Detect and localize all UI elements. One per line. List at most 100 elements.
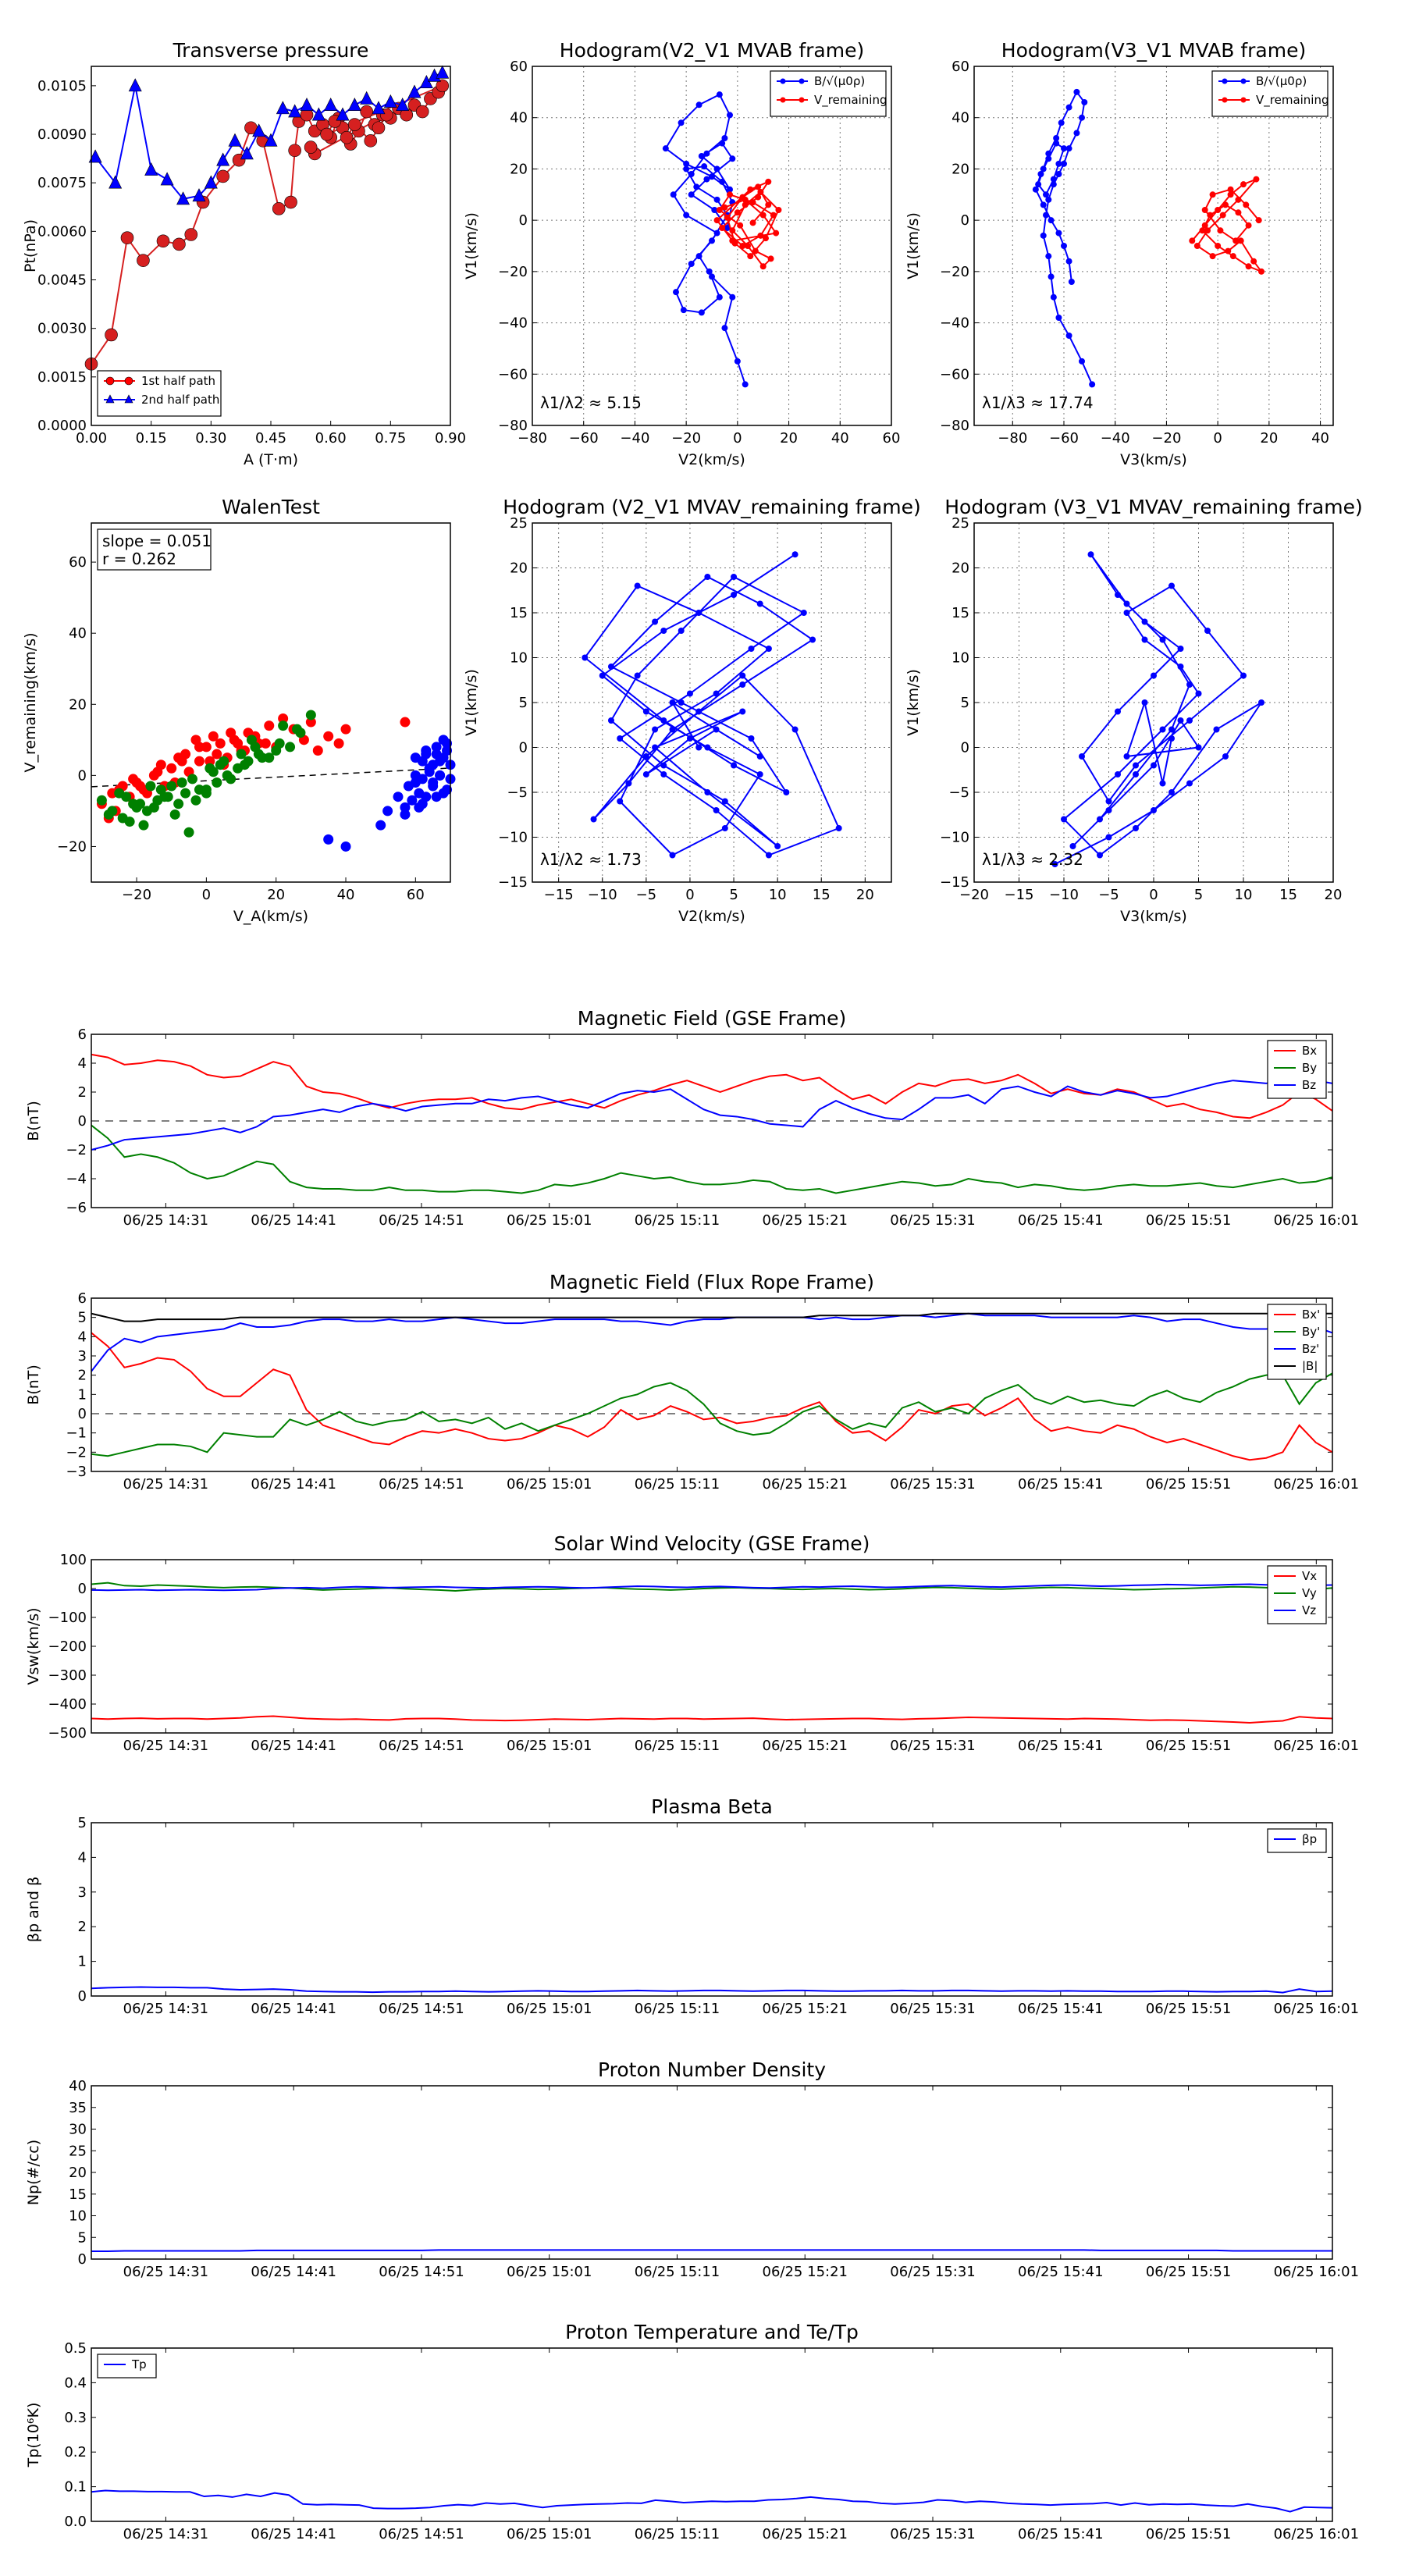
data-point: [1105, 834, 1112, 841]
data-point: [1215, 207, 1222, 213]
x-tick-label: −20: [122, 887, 151, 903]
data-point: [1058, 119, 1065, 126]
y-tick-label: 40: [510, 110, 528, 126]
data-point: [669, 726, 676, 733]
data-point: [1215, 243, 1222, 249]
proton-number-density-frame: [91, 2085, 1333, 2260]
x-tick-label: 06/25 15:51: [1146, 1212, 1231, 1229]
chart-title: Transverse pressure: [173, 39, 369, 62]
data-point: [1213, 726, 1220, 733]
data-point: [755, 194, 762, 201]
y-tick-label: 0: [78, 1988, 87, 2005]
data-point: [1177, 646, 1184, 652]
data-point: [713, 217, 720, 224]
y-tick-label: 0.5: [64, 2340, 87, 2357]
data-point: [721, 825, 728, 831]
data-point: [407, 795, 418, 806]
series-line-B-black: [91, 1312, 1332, 1322]
x-tick-label: 06/25 15:41: [1018, 2001, 1103, 2017]
data-point: [400, 809, 411, 820]
y-tick-label: 20: [69, 2165, 87, 2181]
series-line-Bz-blue: [91, 1080, 1333, 1151]
data-point: [1032, 186, 1039, 193]
data-point: [688, 191, 695, 198]
x-tick-label: 06/25 15:31: [890, 2001, 975, 2017]
data-point: [669, 699, 676, 706]
y-tick-label: 15: [69, 2186, 87, 2203]
data-point: [1037, 171, 1044, 177]
data-point: [783, 789, 790, 795]
data-point: [759, 212, 767, 219]
y-tick-label: 0.0060: [37, 223, 87, 240]
data-point: [364, 134, 378, 148]
data-point: [1222, 201, 1229, 208]
data-point: [1232, 237, 1240, 244]
x-tick-label: 20: [856, 887, 874, 903]
y-tick-label: 3: [78, 1348, 87, 1364]
data-point: [260, 738, 271, 749]
data-point: [713, 165, 720, 173]
annotation-slope: slope = 0.051: [102, 532, 212, 550]
data-point: [1079, 753, 1085, 760]
data-point: [215, 738, 226, 749]
x-tick-label: −5: [1098, 887, 1119, 903]
data-point: [747, 186, 754, 193]
y-tick-label: 0.0075: [37, 175, 87, 191]
data-point: [194, 756, 205, 767]
x-tick-label: 06/25 15:21: [763, 1738, 848, 1754]
data-point: [799, 78, 805, 84]
y-tick-label: 0: [961, 212, 969, 229]
data-point: [1168, 726, 1175, 733]
x-tick-label: 06/25 14:31: [123, 2001, 208, 2017]
x-tick-label: 06/25 15:01: [507, 1476, 592, 1493]
data-point: [695, 610, 702, 616]
data-point: [1186, 681, 1193, 688]
data-point: [278, 713, 289, 724]
y-tick-label: 10: [951, 650, 969, 667]
data-point: [108, 175, 123, 189]
data-point: [236, 749, 247, 760]
data-point: [1050, 181, 1057, 188]
legend-label: Bx': [1302, 1308, 1320, 1322]
y-tick-label: −20: [498, 264, 528, 280]
x-tick-label: 06/25 15:41: [1018, 2526, 1103, 2542]
data-point: [226, 774, 237, 785]
data-point: [683, 212, 690, 219]
legend-label: V_remaining: [814, 93, 887, 108]
data-point: [739, 672, 746, 679]
data-point: [1209, 191, 1216, 198]
y-tick-label: 0: [78, 1113, 87, 1130]
data-point: [291, 724, 302, 735]
legend-label: |B|: [1302, 1359, 1318, 1373]
data-point: [739, 708, 746, 715]
x-tick-label: 06/25 14:31: [123, 1738, 208, 1754]
data-point: [678, 699, 685, 706]
data-point: [713, 690, 720, 697]
data-point: [1133, 771, 1139, 777]
data-point: [669, 852, 676, 859]
data-point: [187, 774, 198, 785]
data-point: [415, 105, 429, 119]
data-point: [240, 760, 251, 770]
data-point: [713, 726, 720, 733]
data-point: [1043, 212, 1049, 219]
y-tick-label: −300: [48, 1667, 87, 1684]
x-tick-label: 10: [769, 887, 787, 903]
x-tick-label: −80: [998, 430, 1027, 447]
data-point: [780, 97, 786, 103]
data-point: [688, 171, 695, 177]
data-point: [336, 107, 350, 121]
y-tick-label: 0.0045: [37, 272, 87, 289]
data-point: [800, 610, 807, 616]
data-point: [742, 381, 749, 388]
data-point: [436, 79, 450, 93]
plasma-beta-frame: [91, 1822, 1333, 1997]
data-point: [421, 745, 432, 756]
data-point: [1168, 789, 1175, 795]
y-tick-label: 0.0030: [37, 321, 87, 337]
x-tick-label: −20: [959, 887, 989, 903]
chart-title: Magnetic Field (Flux Rope Frame): [550, 1271, 874, 1293]
data-point: [1151, 807, 1157, 813]
y-tick-label: −5: [948, 785, 969, 801]
chart-title: Hodogram(V3_V1 MVAB frame): [1001, 39, 1306, 62]
